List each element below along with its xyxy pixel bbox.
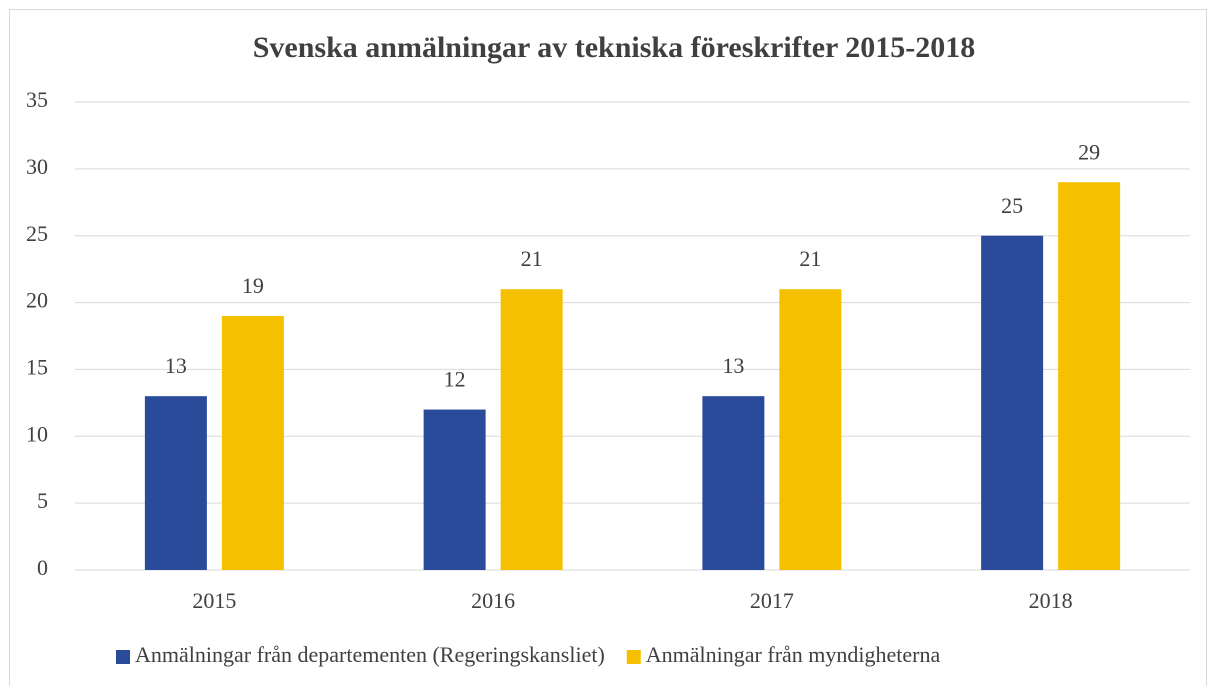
y-tick-label: 5 xyxy=(37,488,48,513)
bar xyxy=(702,396,765,570)
x-tick-label: 2018 xyxy=(1029,588,1073,613)
x-tick-label: 2015 xyxy=(192,588,236,613)
y-tick-label: 15 xyxy=(26,354,48,379)
legend-swatch xyxy=(626,650,641,664)
chart-title: Svenska anmälningar av tekniska föreskri… xyxy=(253,31,976,64)
legend-swatch xyxy=(116,650,130,664)
bar xyxy=(779,289,842,570)
x-tick-label: 2017 xyxy=(750,588,794,613)
y-tick-label: 25 xyxy=(26,221,48,246)
y-tick-label: 30 xyxy=(26,154,48,179)
data-label: 21 xyxy=(521,246,543,271)
bar xyxy=(981,235,1044,570)
legend-label: Anmälningar från myndigheterna xyxy=(646,642,941,667)
y-tick-label: 20 xyxy=(26,288,48,313)
bar xyxy=(500,289,563,570)
bar xyxy=(423,409,486,570)
data-label: 13 xyxy=(165,353,187,378)
data-label: 13 xyxy=(722,353,744,378)
bar xyxy=(1058,182,1121,570)
data-label: 25 xyxy=(1001,193,1023,218)
y-tick-label: 35 xyxy=(26,87,48,112)
legend-label: Anmälningar från departementen (Regering… xyxy=(135,642,605,667)
y-tick-label: 0 xyxy=(37,555,48,580)
data-label: 29 xyxy=(1078,139,1100,164)
bar xyxy=(144,396,207,570)
data-label: 19 xyxy=(242,273,264,298)
y-tick-label: 10 xyxy=(26,421,48,446)
x-tick-label: 2016 xyxy=(471,588,515,613)
data-label: 12 xyxy=(444,367,466,392)
data-label: 21 xyxy=(799,246,821,271)
bar xyxy=(221,315,284,570)
